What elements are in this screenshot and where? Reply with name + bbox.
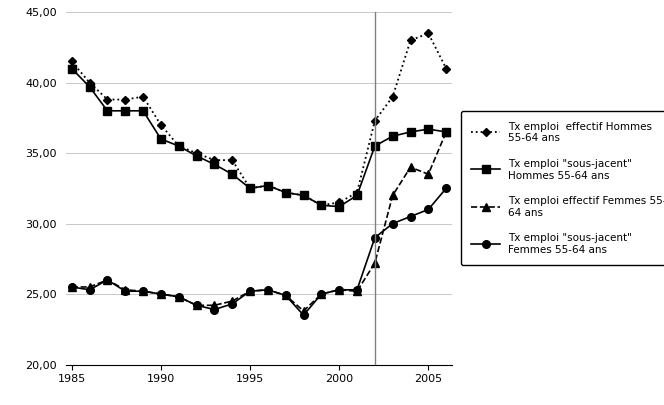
Line: Tx emploi  effectif Hommes
55-64 ans: Tx emploi effectif Hommes 55-64 ans bbox=[68, 30, 450, 208]
Tx emploi "sous-jacent"
Femmes 55-64 ans bbox=[406, 214, 414, 219]
Tx emploi effectif Femmes 55-
64 ans bbox=[139, 289, 147, 294]
Tx emploi  effectif Hommes
55-64 ans bbox=[335, 200, 343, 205]
Tx emploi effectif Femmes 55-
64 ans bbox=[104, 277, 112, 282]
Tx emploi  effectif Hommes
55-64 ans bbox=[68, 59, 76, 64]
Tx emploi "sous-jacent"
Femmes 55-64 ans bbox=[139, 289, 147, 294]
Tx emploi "sous-jacent"
Femmes 55-64 ans bbox=[175, 294, 183, 299]
Tx emploi "sous-jacent"
Hommes 55-64 ans bbox=[282, 190, 290, 195]
Tx emploi "sous-jacent"
Hommes 55-64 ans bbox=[371, 144, 379, 149]
Tx emploi effectif Femmes 55-
64 ans bbox=[122, 288, 129, 292]
Tx emploi effectif Femmes 55-
64 ans bbox=[353, 289, 361, 294]
Tx emploi "sous-jacent"
Hommes 55-64 ans bbox=[68, 66, 76, 71]
Legend: Tx emploi  effectif Hommes
55-64 ans, Tx emploi "sous-jacent"
Hommes 55-64 ans, : Tx emploi effectif Hommes 55-64 ans, Tx … bbox=[461, 111, 664, 265]
Tx emploi effectif Femmes 55-
64 ans bbox=[317, 292, 325, 296]
Tx emploi  effectif Hommes
55-64 ans bbox=[317, 203, 325, 208]
Tx emploi "sous-jacent"
Hommes 55-64 ans bbox=[442, 130, 450, 134]
Tx emploi effectif Femmes 55-
64 ans bbox=[175, 294, 183, 299]
Tx emploi  effectif Hommes
55-64 ans bbox=[139, 94, 147, 99]
Tx emploi effectif Femmes 55-
64 ans bbox=[157, 292, 165, 296]
Line: Tx emploi "sous-jacent"
Hommes 55-64 ans: Tx emploi "sous-jacent" Hommes 55-64 ans bbox=[68, 65, 450, 211]
Tx emploi "sous-jacent"
Hommes 55-64 ans bbox=[335, 204, 343, 209]
Tx emploi "sous-jacent"
Femmes 55-64 ans bbox=[282, 293, 290, 298]
Tx emploi  effectif Hommes
55-64 ans bbox=[86, 80, 94, 85]
Tx emploi effectif Femmes 55-
64 ans bbox=[228, 298, 236, 303]
Tx emploi "sous-jacent"
Hommes 55-64 ans bbox=[104, 109, 112, 113]
Tx emploi  effectif Hommes
55-64 ans bbox=[388, 94, 396, 99]
Tx emploi  effectif Hommes
55-64 ans bbox=[193, 151, 201, 156]
Tx emploi "sous-jacent"
Femmes 55-64 ans bbox=[353, 288, 361, 292]
Tx emploi "sous-jacent"
Femmes 55-64 ans bbox=[228, 301, 236, 306]
Tx emploi "sous-jacent"
Hommes 55-64 ans bbox=[353, 193, 361, 198]
Tx emploi "sous-jacent"
Femmes 55-64 ans bbox=[264, 288, 272, 292]
Tx emploi "sous-jacent"
Femmes 55-64 ans bbox=[442, 186, 450, 191]
Tx emploi "sous-jacent"
Hommes 55-64 ans bbox=[388, 134, 396, 139]
Tx emploi "sous-jacent"
Femmes 55-64 ans bbox=[210, 307, 218, 312]
Tx emploi effectif Femmes 55-
64 ans bbox=[210, 303, 218, 308]
Tx emploi "sous-jacent"
Femmes 55-64 ans bbox=[246, 289, 254, 294]
Tx emploi "sous-jacent"
Hommes 55-64 ans bbox=[139, 109, 147, 113]
Tx emploi "sous-jacent"
Femmes 55-64 ans bbox=[86, 288, 94, 292]
Tx emploi  effectif Hommes
55-64 ans bbox=[175, 144, 183, 149]
Tx emploi effectif Femmes 55-
64 ans bbox=[335, 288, 343, 292]
Tx emploi "sous-jacent"
Hommes 55-64 ans bbox=[246, 186, 254, 191]
Tx emploi "sous-jacent"
Hommes 55-64 ans bbox=[406, 130, 414, 134]
Tx emploi "sous-jacent"
Hommes 55-64 ans bbox=[210, 162, 218, 167]
Tx emploi  effectif Hommes
55-64 ans bbox=[406, 38, 414, 43]
Tx emploi effectif Femmes 55-
64 ans bbox=[86, 285, 94, 290]
Tx emploi effectif Femmes 55-
64 ans bbox=[246, 289, 254, 294]
Tx emploi "sous-jacent"
Femmes 55-64 ans bbox=[317, 292, 325, 296]
Tx emploi effectif Femmes 55-
64 ans bbox=[193, 303, 201, 308]
Tx emploi  effectif Hommes
55-64 ans bbox=[122, 97, 129, 102]
Tx emploi  effectif Hommes
55-64 ans bbox=[246, 186, 254, 191]
Line: Tx emploi "sous-jacent"
Femmes 55-64 ans: Tx emploi "sous-jacent" Femmes 55-64 ans bbox=[68, 185, 450, 319]
Tx emploi  effectif Hommes
55-64 ans bbox=[299, 193, 307, 198]
Tx emploi  effectif Hommes
55-64 ans bbox=[264, 183, 272, 188]
Tx emploi effectif Femmes 55-
64 ans bbox=[68, 285, 76, 290]
Tx emploi  effectif Hommes
55-64 ans bbox=[424, 31, 432, 36]
Tx emploi effectif Femmes 55-
64 ans bbox=[388, 193, 396, 198]
Tx emploi "sous-jacent"
Hommes 55-64 ans bbox=[228, 172, 236, 177]
Tx emploi "sous-jacent"
Femmes 55-64 ans bbox=[68, 285, 76, 290]
Tx emploi "sous-jacent"
Hommes 55-64 ans bbox=[424, 127, 432, 132]
Tx emploi "sous-jacent"
Femmes 55-64 ans bbox=[371, 235, 379, 240]
Tx emploi "sous-jacent"
Hommes 55-64 ans bbox=[175, 144, 183, 149]
Tx emploi  effectif Hommes
55-64 ans bbox=[157, 122, 165, 127]
Tx emploi "sous-jacent"
Femmes 55-64 ans bbox=[157, 292, 165, 296]
Tx emploi effectif Femmes 55-
64 ans bbox=[282, 293, 290, 298]
Tx emploi "sous-jacent"
Hommes 55-64 ans bbox=[86, 84, 94, 89]
Tx emploi  effectif Hommes
55-64 ans bbox=[104, 97, 112, 102]
Line: Tx emploi effectif Femmes 55-
64 ans: Tx emploi effectif Femmes 55- 64 ans bbox=[68, 128, 450, 315]
Tx emploi "sous-jacent"
Femmes 55-64 ans bbox=[424, 207, 432, 212]
Tx emploi "sous-jacent"
Femmes 55-64 ans bbox=[388, 221, 396, 226]
Tx emploi "sous-jacent"
Hommes 55-64 ans bbox=[317, 203, 325, 208]
Tx emploi "sous-jacent"
Femmes 55-64 ans bbox=[104, 277, 112, 282]
Tx emploi "sous-jacent"
Hommes 55-64 ans bbox=[193, 153, 201, 158]
Tx emploi "sous-jacent"
Femmes 55-64 ans bbox=[193, 303, 201, 308]
Tx emploi "sous-jacent"
Hommes 55-64 ans bbox=[157, 136, 165, 141]
Tx emploi "sous-jacent"
Hommes 55-64 ans bbox=[122, 109, 129, 113]
Tx emploi effectif Femmes 55-
64 ans bbox=[442, 130, 450, 134]
Tx emploi "sous-jacent"
Hommes 55-64 ans bbox=[299, 193, 307, 198]
Tx emploi  effectif Hommes
55-64 ans bbox=[210, 158, 218, 162]
Tx emploi  effectif Hommes
55-64 ans bbox=[282, 190, 290, 195]
Tx emploi  effectif Hommes
55-64 ans bbox=[442, 66, 450, 71]
Tx emploi  effectif Hommes
55-64 ans bbox=[353, 190, 361, 195]
Tx emploi effectif Femmes 55-
64 ans bbox=[264, 288, 272, 292]
Tx emploi effectif Femmes 55-
64 ans bbox=[299, 309, 307, 313]
Tx emploi  effectif Hommes
55-64 ans bbox=[371, 118, 379, 123]
Tx emploi "sous-jacent"
Femmes 55-64 ans bbox=[299, 313, 307, 318]
Tx emploi "sous-jacent"
Hommes 55-64 ans bbox=[264, 183, 272, 188]
Tx emploi effectif Femmes 55-
64 ans bbox=[406, 165, 414, 170]
Tx emploi effectif Femmes 55-
64 ans bbox=[424, 172, 432, 177]
Tx emploi  effectif Hommes
55-64 ans bbox=[228, 158, 236, 162]
Tx emploi "sous-jacent"
Femmes 55-64 ans bbox=[335, 288, 343, 292]
Tx emploi effectif Femmes 55-
64 ans bbox=[371, 260, 379, 265]
Tx emploi "sous-jacent"
Femmes 55-64 ans bbox=[122, 289, 129, 294]
